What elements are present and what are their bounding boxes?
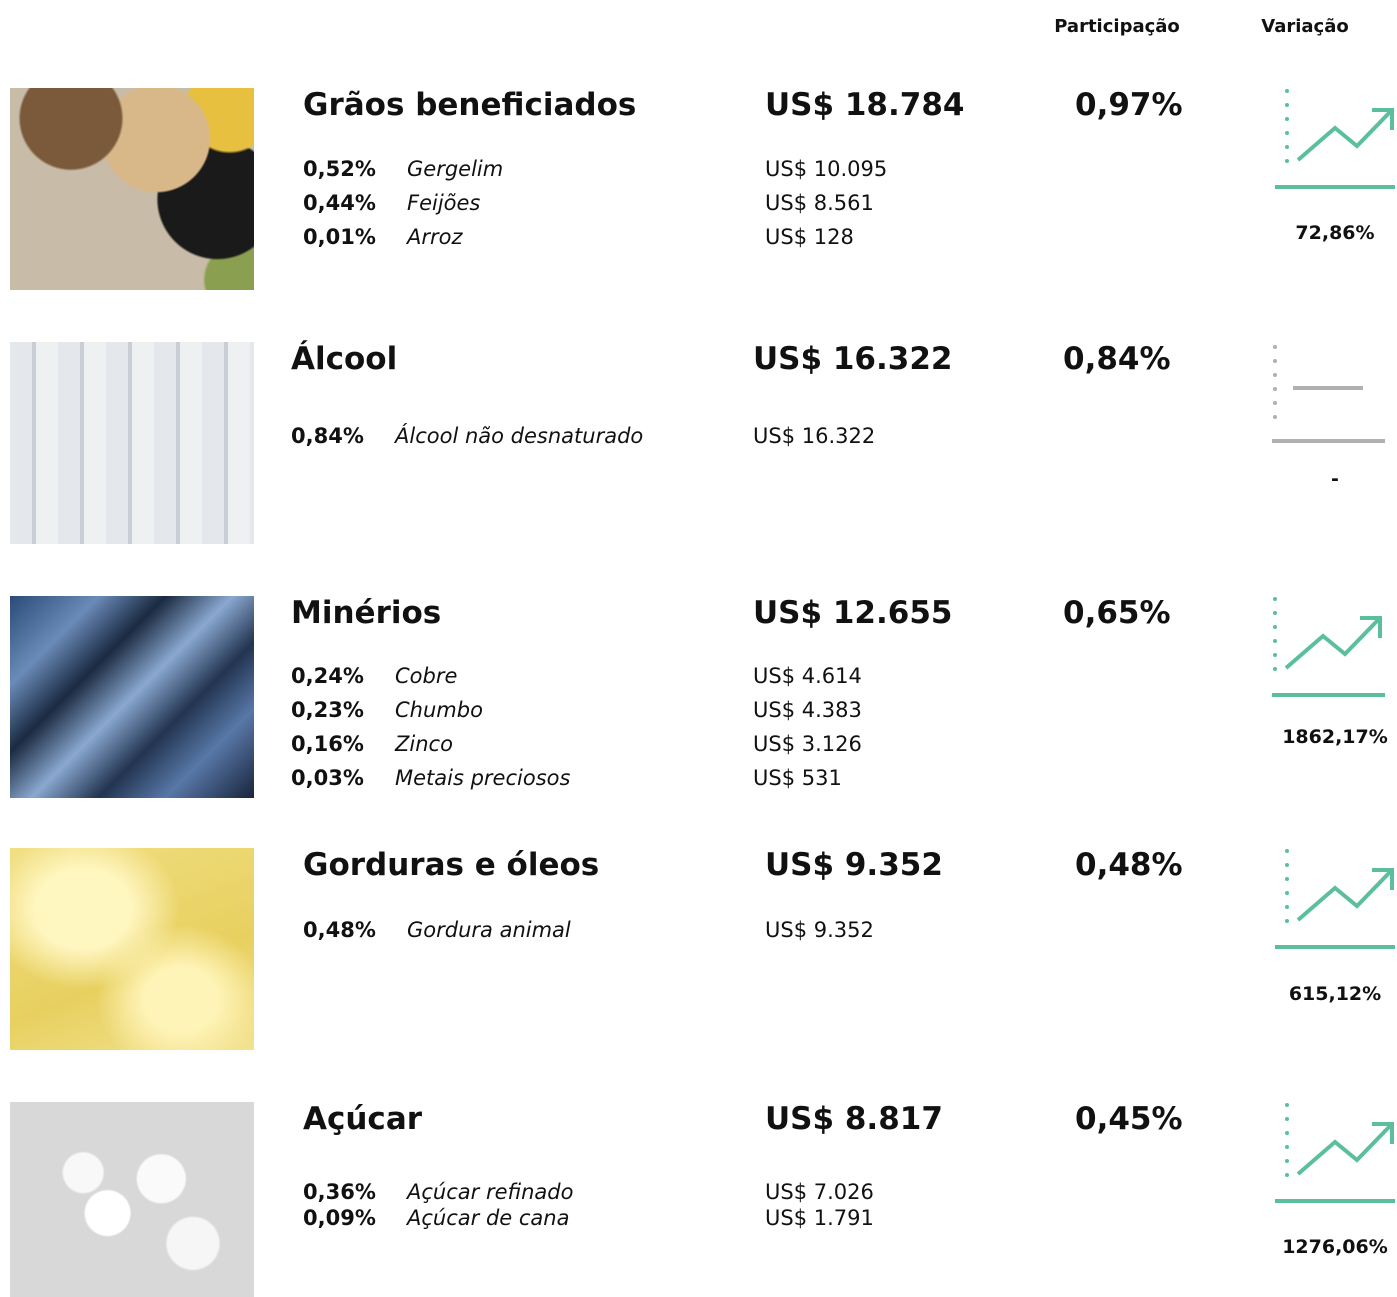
detail-value: US$ 4.614 [753,663,862,689]
detail-name: Cobre [395,663,457,689]
item-value: US$ 16.322 [753,342,953,376]
detail-name: Gergelim [407,156,503,182]
detail-name: Açúcar refinado [407,1179,573,1205]
detail-value: US$ 10.095 [765,156,887,182]
item-variation: 615,12% [1265,983,1397,1005]
trend-up-icon [1268,848,1397,958]
detail-name: Arroz [407,224,463,250]
item-share: 0,48% [1075,848,1183,882]
detail-share: 0,44% [303,190,376,216]
fats-image [10,848,254,1050]
detail-value: US$ 3.126 [753,731,862,757]
detail-value: US$ 9.352 [765,917,874,943]
detail-value: US$ 16.322 [753,423,875,449]
minerals-image [10,596,254,798]
trend-up-icon [1268,596,1397,706]
item-share: 0,45% [1075,1102,1183,1136]
detail-value: US$ 7.026 [765,1179,874,1205]
item-title: Gorduras e óleos [303,848,599,882]
trend-flat-icon [1268,342,1397,452]
item-title: Açúcar [303,1102,422,1136]
detail-share: 0,36% [303,1179,376,1205]
detail-share: 0,52% [303,156,376,182]
detail-share: 0,01% [303,224,376,250]
detail-share: 0,16% [291,731,364,757]
detail-name: Gordura animal [407,917,571,943]
sugar-image [10,1102,254,1297]
item-variation: 1862,17% [1265,726,1397,748]
detail-value: US$ 531 [753,765,842,791]
detail-value: US$ 4.383 [753,697,862,723]
item-row: Açúcar US$ 8.817 0,45% 1276,06% 0,36% Açúcar … [0,1102,1397,1297]
detail-share: 0,03% [291,765,364,791]
item-row: Gorduras e óleos US$ 9.352 0,48% 615,12% 0,4… [0,848,1397,1050]
item-variation: 1276,06% [1265,1236,1397,1258]
item-share: 0,84% [1063,342,1171,376]
detail-name: Álcool não desnaturado [395,423,643,449]
detail-share: 0,23% [291,697,364,723]
header-share: Participação [1017,14,1217,40]
detail-value: US$ 1.791 [765,1205,874,1231]
detail-value: US$ 8.561 [765,190,874,216]
detail-share: 0,84% [291,423,364,449]
trend-up-icon [1268,88,1397,198]
detail-name: Zinco [395,731,453,757]
trend-up-icon [1268,1102,1397,1212]
item-value: US$ 9.352 [765,848,943,882]
detail-value: US$ 128 [765,224,854,250]
item-row: Álcool US$ 16.322 0,84% - 0,84% Álcool não de… [0,342,1397,544]
detail-share: 0,24% [291,663,364,689]
item-value: US$ 8.817 [765,1102,943,1136]
detail-share: 0,48% [303,917,376,943]
item-value: US$ 12.655 [753,596,953,630]
detail-name: Feijões [407,190,480,216]
item-share: 0,65% [1063,596,1171,630]
item-row: Grãos beneficiados US$ 18.784 0,97% 72,86% 0… [0,88,1397,290]
header-variation: Variação [1205,14,1397,40]
item-row: Minérios US$ 12.655 0,65% 1862,17% 0,24% Cobr… [0,596,1397,798]
item-title: Álcool [291,342,397,376]
detail-name: Metais preciosos [395,765,570,791]
page: Participação Variação Grãos beneficiados… [0,0,1397,1297]
detail-name: Açúcar de cana [407,1205,569,1231]
alcohol-image [10,342,254,544]
item-variation: 72,86% [1265,222,1397,244]
detail-share: 0,09% [303,1205,376,1231]
item-title: Minérios [291,596,441,630]
grains-image [10,88,254,290]
item-share: 0,97% [1075,88,1183,122]
detail-name: Chumbo [395,697,483,723]
item-title: Grãos beneficiados [303,88,636,122]
item-value: US$ 18.784 [765,88,965,122]
item-variation: - [1265,468,1397,490]
